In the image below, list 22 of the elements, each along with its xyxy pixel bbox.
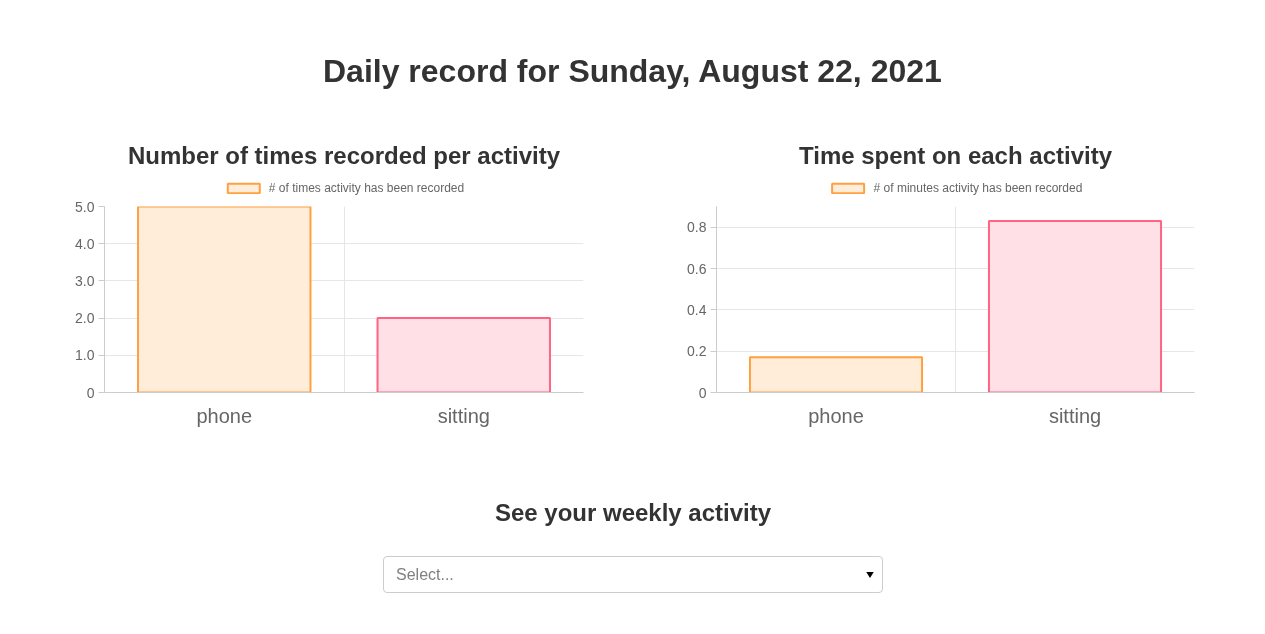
legend-label: # of times activity has been recorded (268, 181, 465, 195)
x-tick-label: sitting (1048, 404, 1102, 427)
y-tick-label: 0.8 (687, 219, 707, 236)
x-tick-label: sitting (437, 404, 490, 427)
y-tick-label: 5.0 (75, 198, 95, 215)
y-tick-label: 4.0 (75, 235, 95, 252)
chart-title: Number of times recorded per activity (127, 142, 561, 169)
y-tick-label: 1.0 (75, 347, 95, 364)
y-tick-label: 2.0 (75, 310, 95, 327)
y-tick-label: 0.4 (687, 301, 707, 318)
y-tick-label: 0.6 (687, 260, 707, 277)
y-tick-label: 0 (698, 384, 707, 401)
chart-title: Time spent on each activity (799, 142, 1113, 169)
y-tick-label: 3.0 (75, 272, 95, 289)
y-tick-label: 0 (86, 384, 95, 401)
y-tick-label: 0.2 (687, 343, 707, 360)
x-tick-label: phone (196, 404, 253, 427)
x-tick-label: phone (808, 404, 864, 427)
text: Daily record for Sunday, August 22, 2021 (322, 52, 942, 89)
text: See your weekly activity (494, 499, 772, 526)
text: Select... (383, 556, 883, 593)
legend-label: # of minutes activity has been recorded (873, 181, 1083, 195)
